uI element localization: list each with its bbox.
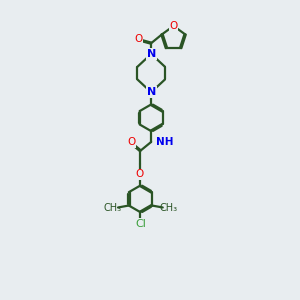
Text: N: N — [147, 49, 156, 59]
Text: Cl: Cl — [135, 219, 146, 229]
Text: CH₃: CH₃ — [103, 203, 121, 214]
Text: O: O — [169, 21, 178, 31]
Text: N: N — [147, 87, 156, 97]
Text: O: O — [135, 34, 143, 44]
Text: CH₃: CH₃ — [160, 203, 178, 214]
Text: NH: NH — [155, 137, 173, 147]
Text: O: O — [136, 169, 144, 179]
Text: O: O — [127, 137, 135, 147]
